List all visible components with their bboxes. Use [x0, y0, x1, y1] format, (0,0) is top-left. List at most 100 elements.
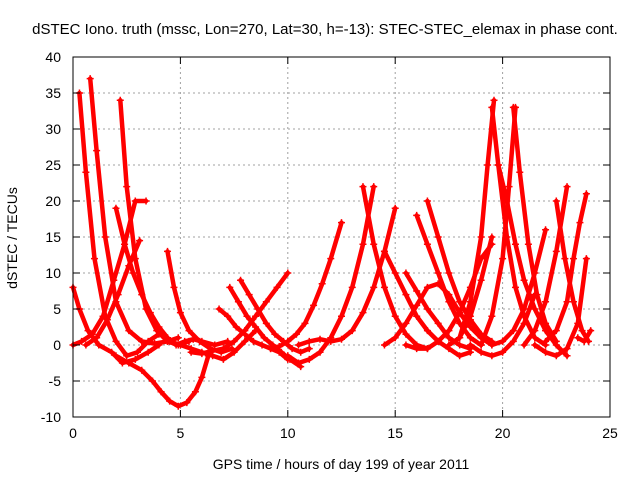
data-point: [563, 345, 571, 353]
data-point: [531, 269, 539, 277]
series-34-track: [543, 191, 589, 344]
data-point: [516, 168, 524, 176]
x-tick-label: 5: [177, 425, 185, 441]
data-point: [490, 96, 498, 104]
data-point: [580, 337, 588, 345]
data-point: [90, 255, 98, 263]
data-point: [316, 348, 324, 356]
data-point: [413, 211, 421, 219]
data-point: [477, 233, 485, 241]
data-point: [164, 247, 172, 255]
x-tick-label: 25: [602, 425, 618, 441]
data-point: [114, 291, 122, 299]
data-point: [391, 269, 399, 277]
data-point: [423, 240, 431, 248]
data-point: [254, 305, 262, 313]
y-tick-label: -10: [41, 409, 61, 425]
data-point: [466, 298, 474, 306]
data-point: [295, 341, 303, 349]
data-point: [226, 283, 234, 291]
data-point: [82, 341, 90, 349]
data-point: [305, 337, 313, 345]
series-28-track: [511, 105, 559, 344]
data-point: [578, 327, 586, 335]
data-point: [477, 341, 485, 349]
data-point: [138, 291, 146, 299]
data-point: [292, 330, 300, 338]
data-point: [413, 312, 421, 320]
data-point: [181, 337, 189, 345]
data-point: [542, 337, 550, 345]
x-axis-label: GPS time / hours of day 199 of year 2011: [213, 456, 470, 472]
data-point: [136, 237, 144, 245]
data-point: [552, 197, 560, 205]
y-tick-label: 25: [45, 157, 61, 173]
data-point: [131, 255, 139, 263]
data-point: [552, 352, 560, 360]
data-point: [434, 233, 442, 241]
data-point: [144, 348, 152, 356]
data-point: [488, 312, 496, 320]
data-point: [310, 301, 318, 309]
data-point: [413, 287, 421, 295]
data-point: [413, 301, 421, 309]
data-point: [198, 337, 206, 345]
data-layer: [69, 75, 595, 410]
data-point: [503, 197, 511, 205]
data-point: [198, 373, 206, 381]
data-point: [456, 341, 464, 349]
data-point: [434, 280, 442, 288]
data-point: [148, 377, 156, 385]
data-point: [391, 204, 399, 212]
data-point: [423, 283, 431, 291]
data-point: [542, 298, 550, 306]
data-point: [267, 345, 275, 353]
data-point: [131, 197, 139, 205]
data-point: [561, 255, 569, 263]
y-tick-label: 35: [45, 85, 61, 101]
x-tick-label: 20: [495, 425, 511, 441]
data-point: [542, 327, 550, 335]
data-point: [116, 96, 124, 104]
data-point: [174, 334, 182, 342]
data-point: [402, 319, 410, 327]
data-point: [587, 327, 595, 335]
y-tick-label: 30: [45, 121, 61, 137]
data-point: [456, 352, 464, 360]
data-point: [488, 103, 496, 111]
chart-title: dSTEC Iono. truth (mssc, Lon=270, Lat=30…: [32, 21, 618, 38]
data-point: [524, 240, 532, 248]
data-point: [232, 323, 240, 331]
data-point: [380, 341, 388, 349]
data-point: [391, 334, 399, 342]
data-point: [170, 283, 178, 291]
data-point: [542, 226, 550, 234]
data-point: [488, 341, 496, 349]
data-point: [327, 255, 335, 263]
data-point: [466, 334, 474, 342]
data-point: [574, 319, 582, 327]
x-tick-label: 0: [69, 425, 77, 441]
y-tick-label: 5: [53, 301, 61, 317]
data-point: [316, 335, 324, 343]
ticks-layer: 0 5 10 15 20 25 -10 -5 0 5 10 15 20 25 30 35 40: [41, 49, 618, 441]
data-point: [138, 366, 146, 374]
data-point: [488, 233, 496, 241]
data-point: [509, 327, 517, 335]
data-point: [402, 341, 410, 349]
data-point: [499, 255, 507, 263]
data-point: [348, 283, 356, 291]
data-point: [138, 337, 146, 345]
data-point: [380, 247, 388, 255]
data-point: [423, 345, 431, 353]
data-point: [380, 283, 388, 291]
data-point: [262, 298, 270, 306]
data-point: [103, 316, 111, 324]
data-point: [123, 183, 131, 191]
x-tick-label: 15: [387, 425, 403, 441]
data-point: [391, 312, 399, 320]
data-point: [318, 280, 326, 288]
data-point: [531, 334, 539, 342]
data-point: [131, 355, 139, 363]
data-point: [112, 352, 120, 360]
